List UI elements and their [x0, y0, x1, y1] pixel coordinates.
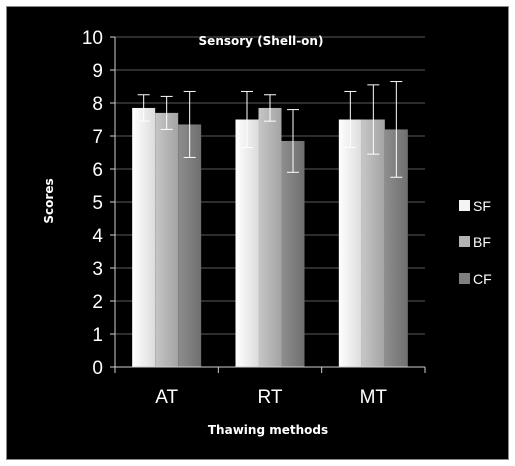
legend-swatch-bf: [459, 236, 470, 247]
x-tick-label-at: AT: [155, 387, 178, 408]
y-tick-label: 10: [82, 28, 103, 49]
y-tick-label: 9: [92, 61, 103, 82]
bar-cf-at: [178, 124, 202, 367]
x-axis-title: Thawing methods: [208, 423, 328, 437]
axes: [110, 36, 426, 373]
legend-label-sf: SF: [473, 198, 491, 214]
y-tick-label: 0: [92, 358, 103, 379]
bar-cf-mt: [384, 129, 408, 367]
legend-swatch-cf: [459, 273, 470, 284]
bar-cf-rt: [281, 140, 305, 367]
y-tick-labels: 0 1 2 3 4 5 6 7 8 9 10: [82, 28, 104, 379]
bar-bf-mt: [361, 119, 385, 367]
bar-bf-rt: [258, 107, 282, 367]
x-tick-labels: AT RT MT: [155, 387, 387, 408]
y-tick-label: 6: [92, 160, 103, 181]
bar-bf-at: [155, 112, 179, 368]
y-tick-label: 8: [92, 94, 103, 115]
y-tick-label: 3: [92, 259, 103, 280]
legend: SF BF CF: [459, 198, 492, 287]
legend-swatch-sf: [459, 200, 470, 211]
y-tick-label: 4: [92, 226, 103, 247]
x-tick-label-rt: RT: [258, 387, 283, 408]
legend-label-cf: CF: [473, 271, 492, 287]
y-axis-title: Scores: [42, 178, 56, 223]
bar-sf-mt: [338, 119, 362, 367]
error-bars-group: [137, 81, 403, 178]
y-tick-label: 1: [92, 325, 103, 346]
y-tick-label: 7: [92, 127, 103, 148]
bar-sf-at: [132, 107, 156, 367]
chart-title: Sensory (Shell-on): [199, 34, 324, 48]
y-tick-label: 2: [92, 292, 103, 313]
legend-label-bf: BF: [473, 234, 491, 250]
bar-sf-rt: [235, 119, 259, 367]
x-tick-label-mt: MT: [360, 387, 388, 408]
y-tick-label: 5: [92, 193, 103, 214]
bars-group: [132, 107, 408, 368]
